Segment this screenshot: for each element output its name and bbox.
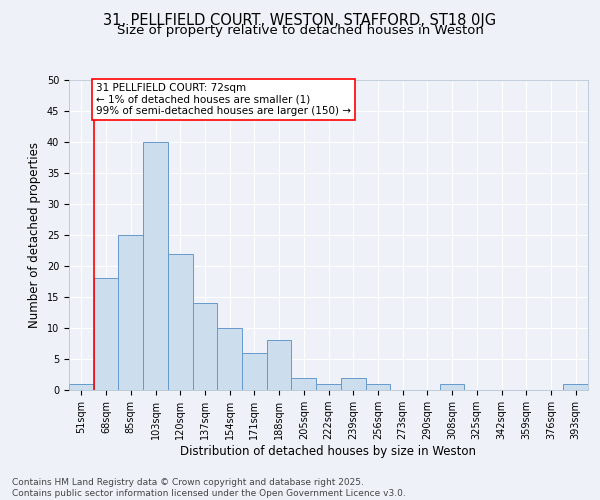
Text: 31, PELLFIELD COURT, WESTON, STAFFORD, ST18 0JG: 31, PELLFIELD COURT, WESTON, STAFFORD, S… xyxy=(103,12,497,28)
Bar xyxy=(316,384,341,390)
Bar xyxy=(193,303,217,390)
Bar xyxy=(563,384,588,390)
Bar xyxy=(267,340,292,390)
Bar xyxy=(69,384,94,390)
Bar xyxy=(440,384,464,390)
Bar xyxy=(242,353,267,390)
Y-axis label: Number of detached properties: Number of detached properties xyxy=(28,142,41,328)
Text: 31 PELLFIELD COURT: 72sqm
← 1% of detached houses are smaller (1)
99% of semi-de: 31 PELLFIELD COURT: 72sqm ← 1% of detach… xyxy=(96,83,351,116)
Bar xyxy=(365,384,390,390)
X-axis label: Distribution of detached houses by size in Weston: Distribution of detached houses by size … xyxy=(181,445,476,458)
Bar xyxy=(217,328,242,390)
Bar xyxy=(118,235,143,390)
Bar xyxy=(292,378,316,390)
Text: Size of property relative to detached houses in Weston: Size of property relative to detached ho… xyxy=(116,24,484,37)
Bar xyxy=(94,278,118,390)
Bar xyxy=(341,378,365,390)
Bar xyxy=(143,142,168,390)
Text: Contains HM Land Registry data © Crown copyright and database right 2025.
Contai: Contains HM Land Registry data © Crown c… xyxy=(12,478,406,498)
Bar xyxy=(168,254,193,390)
